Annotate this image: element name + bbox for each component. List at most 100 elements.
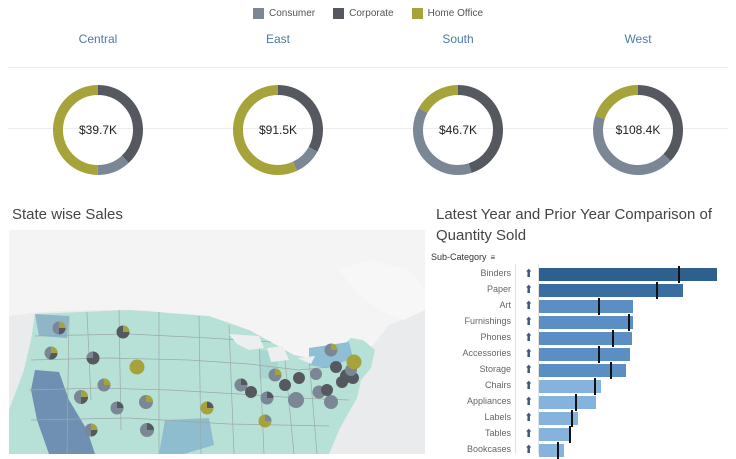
donut-chart[interactable]: $91.5K: [233, 85, 323, 175]
donut-segment-home_office: [593, 85, 683, 175]
comparison-title-line2: Quantity Sold: [436, 227, 527, 244]
donut-segment-home_office: [233, 85, 323, 175]
donut-segment-consumer: [593, 85, 683, 175]
prior-year-marker: [569, 426, 572, 443]
bar-label: Binders: [480, 268, 511, 278]
prior-year-marker: [594, 378, 597, 395]
bar-value[interactable]: [539, 428, 570, 441]
sort-icon[interactable]: ≡: [490, 252, 496, 262]
bar-value[interactable]: [539, 396, 596, 409]
region-title: Central: [78, 32, 118, 46]
region-title: West: [624, 32, 652, 46]
region-central: Central $39.7K: [8, 30, 188, 175]
bar-value[interactable]: [539, 364, 627, 377]
bar-value[interactable]: [539, 300, 634, 313]
legend-swatch-corporate: [333, 8, 345, 19]
donut-segment-consumer: [413, 85, 503, 175]
donut-chart[interactable]: $108.4K: [593, 85, 683, 175]
legend-swatch-home-office: [411, 8, 423, 19]
bar-label: Chairs: [484, 380, 511, 390]
up-arrow-icon: ⬆: [524, 300, 534, 312]
bar-row[interactable]: Paper ⬆: [431, 282, 721, 299]
bar-label: Phones: [480, 332, 511, 342]
prior-year-marker: [628, 314, 630, 331]
up-arrow-icon: ⬆: [524, 348, 534, 360]
donut-segment-home_office: [53, 85, 143, 175]
bar-label: Labels: [484, 412, 511, 422]
legend-swatch-consumer: [253, 8, 264, 19]
region-east: East $91.5K: [188, 30, 368, 175]
bar-value[interactable]: [539, 284, 684, 297]
divider-mid: [8, 128, 728, 129]
donut-total-label: $108.4K: [615, 123, 661, 137]
region-west: West $108.4K: [548, 30, 728, 175]
up-arrow-icon: ⬆: [524, 332, 534, 344]
legend: Consumer Corporate Home Office: [0, 8, 736, 19]
bar-label: Art: [499, 300, 511, 310]
comparison-title-line1: Latest Year and Prior Year Comparison of: [436, 206, 713, 223]
donut-total-label: $91.5K: [258, 123, 298, 137]
axis-divider: [538, 264, 539, 454]
bar-value[interactable]: [539, 348, 630, 361]
bar-row[interactable]: Tables ⬆: [431, 426, 721, 443]
prior-year-marker: [610, 362, 613, 379]
up-arrow-icon: ⬆: [524, 380, 534, 392]
donut-chart[interactable]: $46.7K: [413, 85, 503, 175]
comparison-title: Latest Year and Prior Year Comparison of…: [436, 204, 712, 246]
legend-item-corporate[interactable]: Corporate: [333, 8, 394, 19]
legend-label-consumer: Consumer: [269, 8, 316, 19]
donut-total-label: $39.7K: [78, 123, 118, 137]
bar-row[interactable]: Chairs ⬆: [431, 378, 721, 395]
bar-value[interactable]: [539, 268, 717, 281]
bar-value[interactable]: [539, 316, 634, 329]
region-title: East: [265, 32, 290, 46]
bar-row[interactable]: Art ⬆: [431, 298, 721, 315]
bar-label: Tables: [484, 428, 511, 438]
bar-row[interactable]: Appliances ⬆: [431, 394, 721, 411]
up-arrow-icon: ⬆: [524, 428, 534, 440]
map-canvas: [9, 230, 425, 454]
donut-segment-consumer: [53, 85, 143, 175]
up-arrow-icon: ⬆: [524, 364, 534, 376]
bar-value[interactable]: [539, 444, 564, 457]
bar-value[interactable]: [539, 332, 632, 345]
subcategory-header[interactable]: Sub-Category ≡: [431, 252, 499, 262]
legend-label-home-office: Home Office: [427, 8, 483, 19]
bar-row[interactable]: Accessories ⬆: [431, 346, 721, 363]
bar-value[interactable]: [539, 412, 579, 425]
state-pie-markers: [44, 321, 362, 437]
bar-row[interactable]: Labels ⬆: [431, 410, 721, 427]
prior-year-marker: [597, 346, 600, 363]
state-sales-map[interactable]: [9, 230, 425, 454]
bar-label: Paper: [486, 284, 511, 294]
donut-total-label: $46.7K: [438, 123, 478, 137]
donut-segment-home_office: [413, 85, 503, 175]
prior-year-marker: [597, 298, 600, 315]
bar-row[interactable]: Binders ⬆: [431, 266, 721, 283]
bar-row[interactable]: Phones ⬆: [431, 330, 721, 347]
prior-year-marker: [677, 266, 680, 283]
prior-year-marker: [656, 282, 659, 299]
legend-item-consumer[interactable]: Consumer: [253, 8, 315, 19]
bar-label: Furnishings: [464, 316, 511, 326]
region-donut-row: Central $39.7K East $91.5K South $46.7K …: [0, 30, 736, 180]
legend-label-corporate: Corporate: [349, 8, 394, 19]
prior-year-marker: [574, 394, 577, 411]
bar-label: Bookcases: [466, 444, 511, 454]
bar-row[interactable]: Bookcases ⬆: [431, 442, 721, 459]
region-title: South: [442, 32, 474, 46]
donut-chart[interactable]: $39.7K: [53, 85, 143, 175]
bar-label: Storage: [479, 364, 511, 374]
bar-value[interactable]: [539, 380, 602, 393]
subcategory-header-label: Sub-Category: [431, 252, 487, 262]
bar-row[interactable]: Storage ⬆: [431, 362, 721, 379]
bar-row[interactable]: Furnishings ⬆: [431, 314, 721, 331]
up-arrow-icon: ⬆: [524, 316, 534, 328]
prior-year-marker: [556, 442, 559, 459]
region-south: South $46.7K: [368, 30, 548, 175]
divider-top: [8, 67, 728, 68]
up-arrow-icon: ⬆: [524, 412, 534, 424]
legend-item-home-office[interactable]: Home Office: [411, 8, 483, 19]
prior-year-marker: [611, 330, 614, 347]
map-title: State wise Sales: [12, 206, 123, 223]
